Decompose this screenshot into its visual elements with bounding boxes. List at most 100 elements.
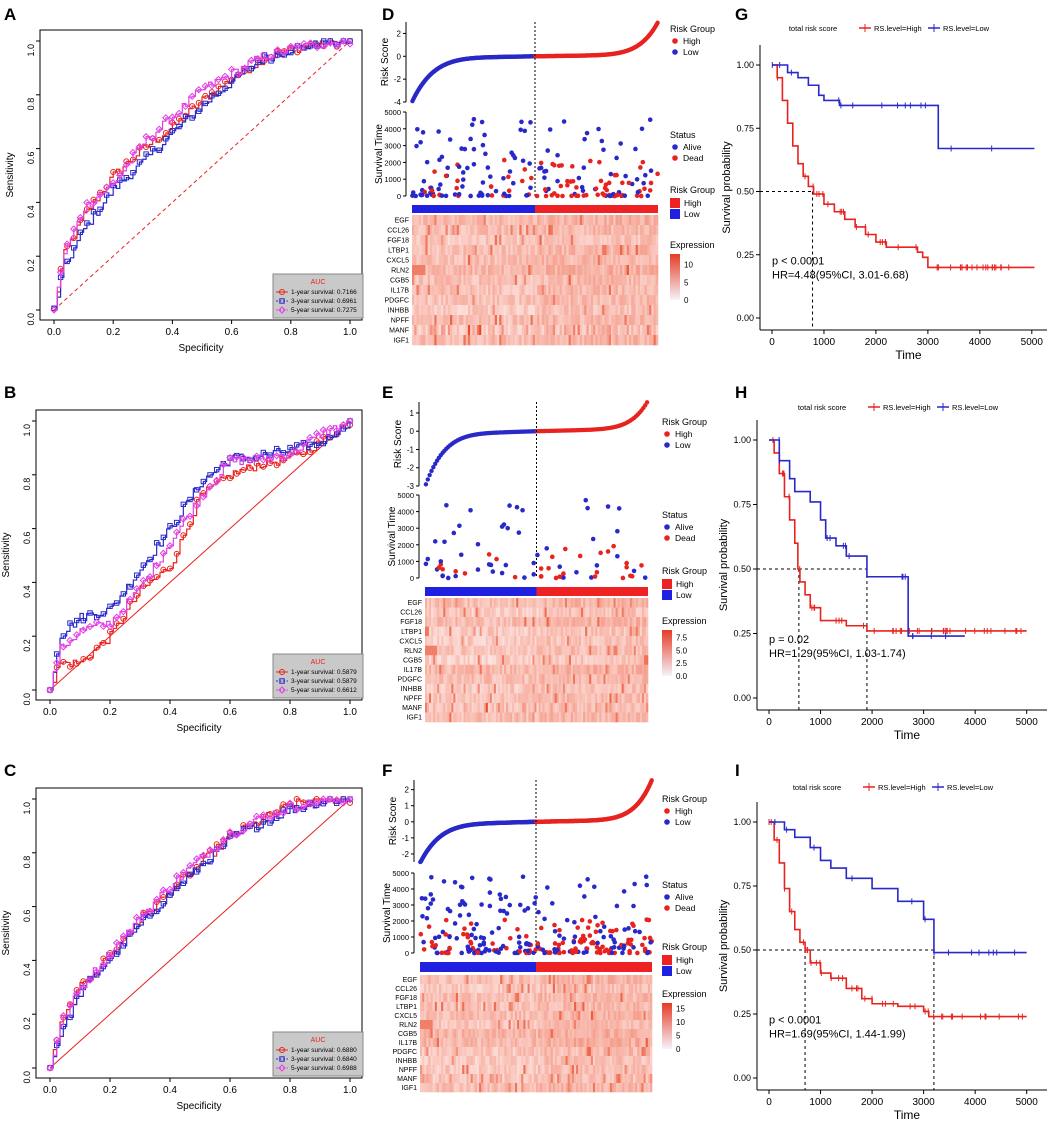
- heatmap-cell: [601, 645, 604, 656]
- heatmap-cell: [443, 674, 446, 685]
- heatmap-cell: [441, 702, 444, 713]
- heatmap-cell: [577, 245, 581, 256]
- heatmap-cell: [641, 702, 645, 713]
- heatmap-cell: [570, 285, 574, 296]
- heatmap-cell: [467, 285, 471, 296]
- heatmap-cell: [536, 598, 539, 608]
- heatmap-cell: [517, 305, 520, 316]
- heatmap-cell: [646, 295, 650, 306]
- heatmap-cell: [597, 702, 600, 713]
- roc-series-3: [46, 795, 354, 1072]
- heatmap-cell: [589, 683, 592, 694]
- heatmap-cell: [562, 636, 566, 646]
- heatmap-cell: [450, 215, 453, 226]
- heatmap-cell: [554, 683, 558, 694]
- survival-point: [574, 569, 579, 575]
- heatmap-cell: [642, 325, 645, 336]
- gene-label: INHBB: [401, 686, 423, 693]
- heatmap-cell: [583, 645, 586, 656]
- heatmap-cell: [566, 225, 569, 236]
- heatmap-cell: [617, 265, 621, 276]
- heatmap-cell: [436, 285, 440, 296]
- survival-point: [583, 497, 589, 503]
- heatmap-cell: [451, 598, 454, 608]
- heatmap-cell: [608, 325, 612, 336]
- heatmap-cell: [558, 702, 562, 713]
- heatmap-cell: [586, 335, 589, 346]
- heatmap-cell: [467, 225, 471, 236]
- heatmap-cell: [521, 235, 525, 246]
- heatmap-cell: [479, 215, 482, 226]
- gene-label: IGF1: [393, 338, 409, 345]
- heatmap-cell: [528, 693, 531, 704]
- heatmap-cell: [500, 712, 503, 723]
- heatmap-cell: [629, 655, 633, 666]
- heatmap-cell: [447, 225, 451, 236]
- survival-point: [468, 136, 473, 142]
- heatmap-cell: [516, 664, 519, 675]
- heatmap-cell: [506, 626, 509, 637]
- heatmap-cell: [436, 335, 440, 346]
- heatmap-cell: [532, 235, 536, 246]
- survival-point: [424, 915, 430, 921]
- survival-point: [536, 909, 541, 915]
- heatmap-cell: [599, 664, 602, 675]
- heatmap-cell: [570, 325, 574, 336]
- heatmap-cell: [427, 265, 431, 276]
- heatmap-cell: [481, 626, 485, 637]
- heatmap-cell: [559, 325, 563, 336]
- survival-point: [528, 185, 533, 191]
- heatmap-cell: [489, 693, 493, 704]
- x-axis-label: Specificity: [176, 723, 221, 734]
- heatmap-cell: [465, 645, 468, 656]
- heatmap-cell: [470, 215, 473, 226]
- survival-point: [465, 165, 470, 171]
- heatmap-cell: [557, 325, 560, 336]
- legend-swatch: [662, 590, 672, 600]
- heatmap-cell: [546, 598, 549, 608]
- heatmap-cell: [485, 255, 489, 266]
- heatmap-cell: [483, 693, 487, 704]
- heatmap-cell: [624, 325, 627, 336]
- heatmap-cell: [579, 225, 583, 236]
- roc-marker: [59, 643, 68, 651]
- heatmap-cell: [633, 305, 636, 316]
- heatmap-cell: [602, 235, 605, 246]
- heatmap-cell: [538, 598, 541, 608]
- heatmap-cell: [601, 664, 604, 675]
- survival-point: [517, 902, 523, 908]
- heatmap-cell: [635, 712, 639, 723]
- heatmap-cell: [539, 285, 543, 296]
- heatmap-cell: [445, 674, 448, 685]
- heatmap-cell: [481, 664, 485, 675]
- heatmap-cell: [476, 275, 480, 286]
- heatmap-cell: [491, 617, 495, 627]
- heatmap-cell: [546, 335, 549, 346]
- heatmap-cell: [445, 645, 448, 656]
- heatmap-cell: [575, 674, 578, 685]
- heatmap-cell: [463, 683, 466, 694]
- heatmap-cell: [605, 664, 608, 675]
- heatmap-cell: [456, 265, 460, 276]
- heatmap-cell: [456, 335, 460, 346]
- heatmap-cell: [447, 335, 451, 346]
- heatmap-cell: [644, 285, 648, 296]
- heatmap-cell: [499, 315, 502, 326]
- heatmap-cell: [441, 315, 444, 326]
- heatmap-cell: [412, 305, 415, 316]
- heatmap-cell: [586, 255, 589, 266]
- roc-marker: [106, 622, 114, 631]
- heatmap-cell: [496, 265, 500, 276]
- heatmap-cell: [573, 215, 576, 226]
- heatmap-cell: [570, 693, 574, 704]
- heatmap-cell: [508, 702, 511, 713]
- survival-point: [598, 928, 603, 934]
- heatmap-cell: [599, 693, 602, 704]
- heatmap-cell: [447, 235, 451, 246]
- heatmap-cell: [602, 255, 605, 266]
- heatmap-cell: [637, 275, 641, 286]
- heatmap-cell: [595, 712, 598, 723]
- heatmap-cell: [631, 215, 634, 226]
- survival-point: [579, 917, 585, 923]
